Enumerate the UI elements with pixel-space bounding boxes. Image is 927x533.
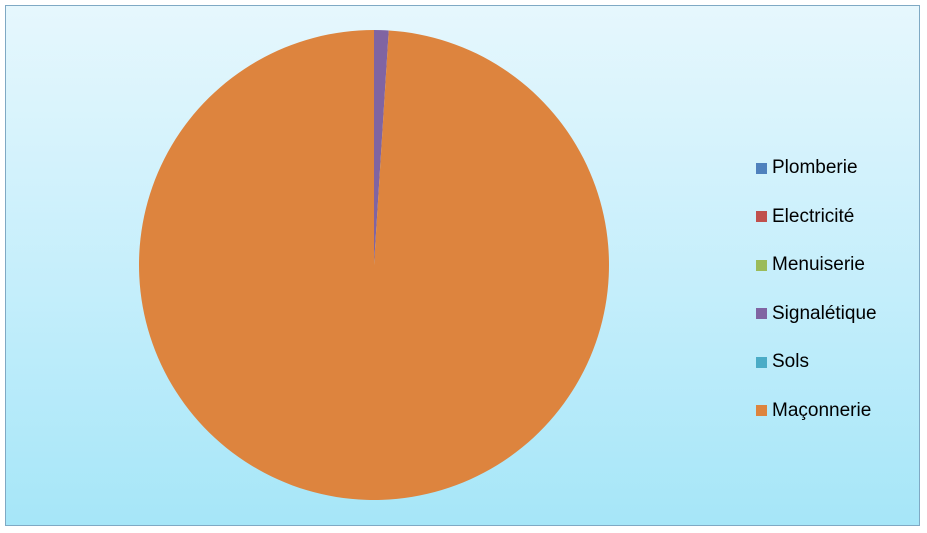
pie-chart [138, 30, 609, 500]
legend-label: Plomberie [772, 157, 858, 179]
legend-swatch [756, 259, 767, 271]
legend-swatch [756, 405, 767, 417]
legend-item-menuiserie: Menuiserie [756, 241, 877, 290]
chart-area: Plomberie Electricité Menuiserie Signalétiq… [5, 5, 920, 526]
legend-item-plomberie: Plomberie [756, 144, 877, 193]
legend-label: Maçonnerie [772, 399, 872, 421]
legend: Plomberie Electricité Menuiserie Signalétiq… [756, 144, 877, 435]
pie-slice-maconnerie [138, 30, 609, 500]
legend-label: Sols [772, 351, 809, 373]
legend-item-signaletique: Signalétique [756, 290, 877, 339]
pie-slice-signaletique [374, 30, 389, 265]
legend-swatch [756, 211, 767, 223]
legend-swatch [756, 162, 767, 174]
legend-swatch [756, 356, 767, 368]
legend-label: Electricité [772, 205, 855, 227]
legend-item-sols: Sols [756, 338, 877, 387]
legend-label: Menuiserie [772, 254, 865, 276]
legend-swatch [756, 308, 767, 320]
legend-item-maconnerie: Maçonnerie [756, 387, 877, 436]
legend-label: Signalétique [772, 302, 877, 324]
legend-item-electricite: Electricité [756, 193, 877, 242]
